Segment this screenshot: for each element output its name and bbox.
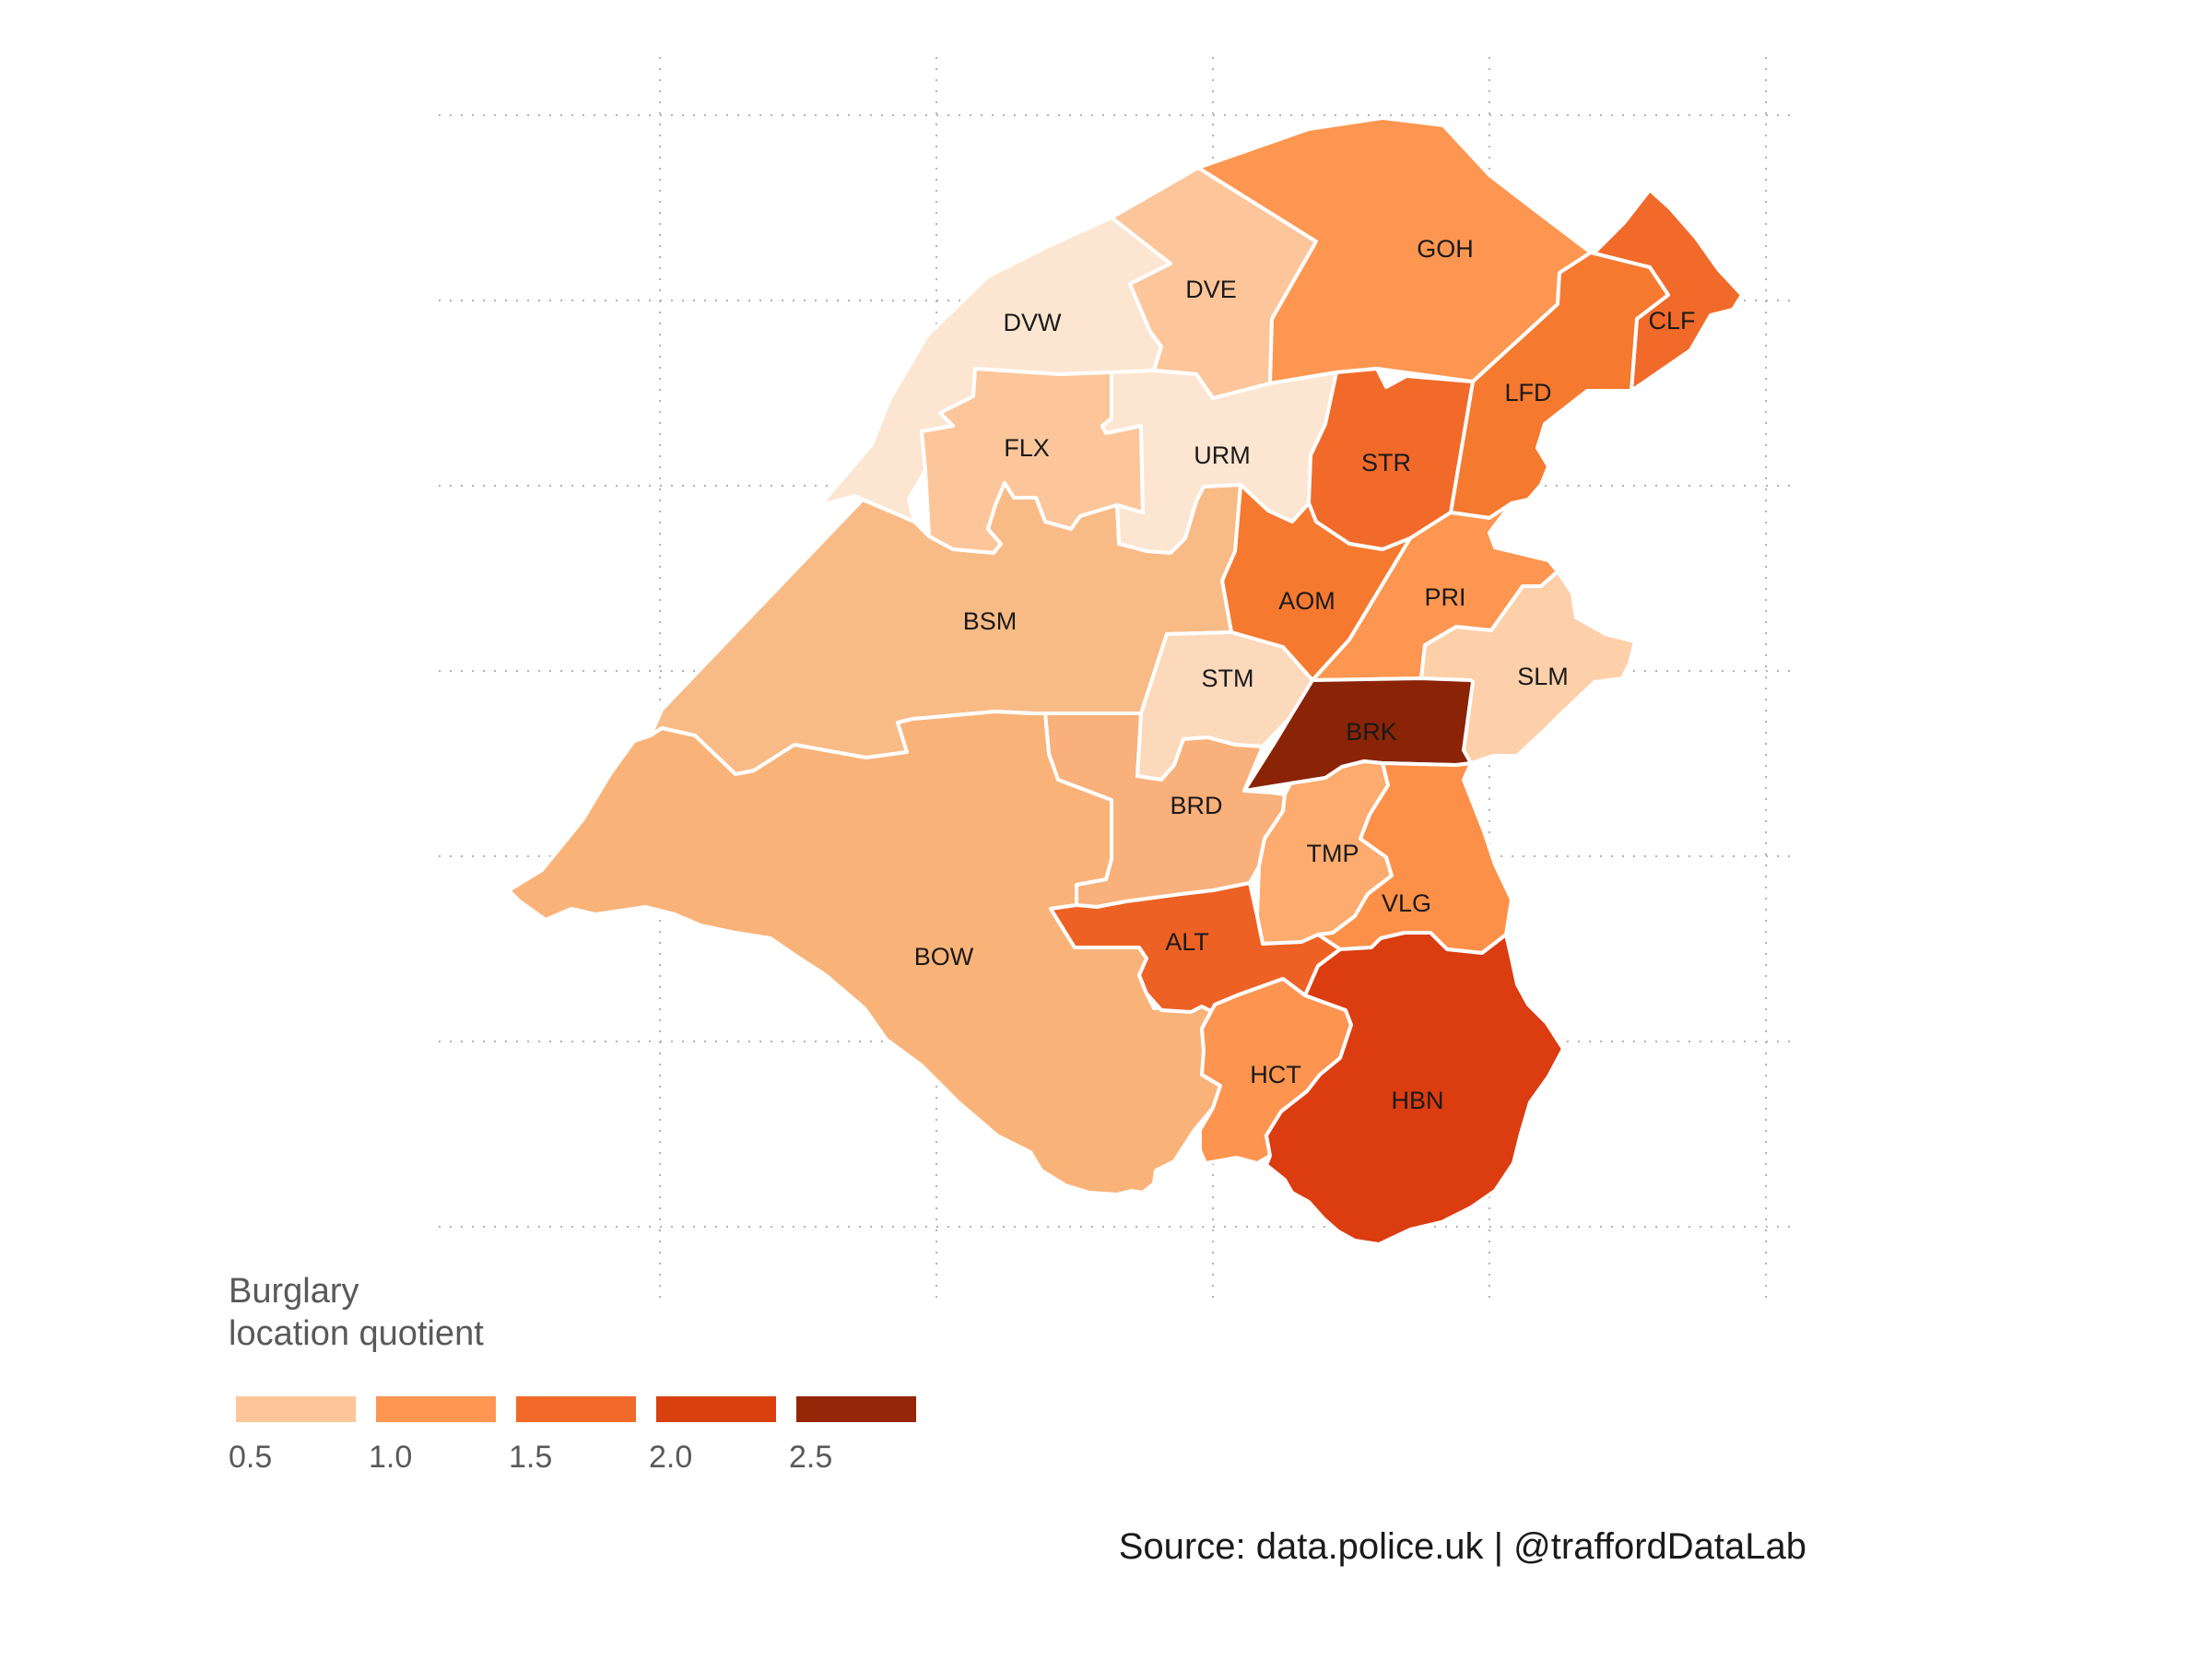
ward-label: BRD (1170, 792, 1222, 819)
ward-label: DVE (1185, 276, 1237, 303)
legend-tick-label: 1.5 (509, 1440, 553, 1475)
legend-tick-label: 2.0 (649, 1440, 693, 1475)
legend-tick-label: 0.5 (229, 1440, 273, 1475)
legend-title-line1: Burglary (229, 1272, 359, 1311)
ward-label: FLX (1004, 434, 1050, 462)
ward-label: VLG (1382, 889, 1431, 917)
legend-tick-label: 2.5 (789, 1440, 833, 1475)
ward-label: BRK (1346, 718, 1397, 746)
ward-labels: DVW DVE GOH CLF LFD FLX URM STR AOM PRI … (914, 235, 1696, 1114)
ward-label: AOM (1278, 587, 1335, 615)
legend-key (656, 1396, 776, 1422)
ward-label: BSM (963, 607, 1018, 635)
legend-tick-label: 1.0 (369, 1440, 413, 1475)
ward-label: URM (1194, 441, 1251, 469)
ward-label: STM (1202, 665, 1254, 692)
ward-label: GOH (1417, 235, 1474, 263)
legend-title: Burglary location quotient (229, 1270, 484, 1355)
ward-label: DVW (1004, 309, 1063, 336)
legend-title-line2: location quotient (229, 1314, 484, 1353)
ward-label: TMP (1307, 840, 1359, 867)
legend: Burglary location quotient (229, 1270, 484, 1355)
ward-label: HCT (1250, 1061, 1301, 1088)
ward-label: PRI (1424, 583, 1465, 611)
ward-slm[interactable] (1419, 570, 1637, 765)
ward-label: SLM (1517, 663, 1569, 690)
legend-key (516, 1396, 636, 1422)
legend-key (796, 1396, 916, 1422)
ward-hbn[interactable] (1265, 931, 1565, 1246)
ward-label: STR (1361, 449, 1411, 477)
ward-label: BOW (914, 943, 974, 971)
ward-label: HBN (1391, 1087, 1443, 1114)
ward-label: LFD (1504, 379, 1551, 406)
source-caption: Source: data.police.uk | @traffordDataLa… (1118, 1526, 1806, 1567)
ward-label: ALT (1165, 928, 1209, 956)
legend-key (236, 1396, 356, 1422)
ward-label: CLF (1648, 307, 1695, 335)
legend-key (376, 1396, 496, 1422)
ward-polygons (507, 116, 1744, 1246)
